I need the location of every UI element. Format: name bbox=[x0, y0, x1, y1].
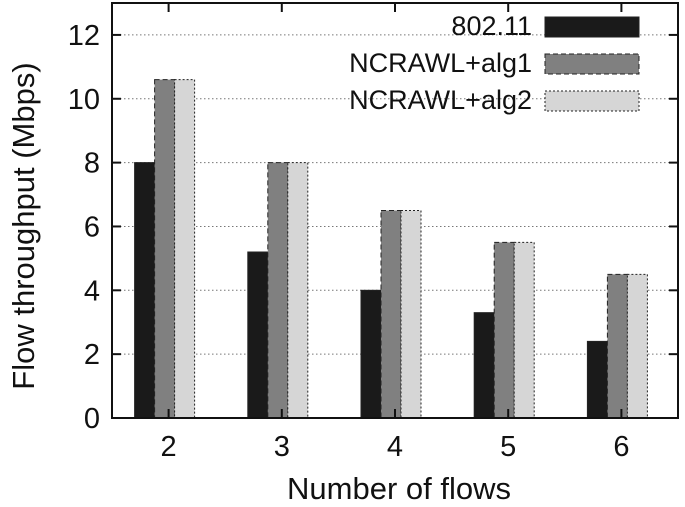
legend-label-ncrawl-alg2: NCRAWL+alg2 bbox=[349, 85, 532, 115]
plot-frame bbox=[111, 2, 679, 419]
bars bbox=[134, 79, 648, 419]
bar-ncrawl-alg2-3 bbox=[287, 162, 309, 419]
y-tick-label-6: 6 bbox=[84, 211, 100, 243]
y-tick-label-4: 4 bbox=[84, 275, 100, 307]
x-tick-label-5: 5 bbox=[500, 431, 516, 463]
bar-ncrawl-alg2-2 bbox=[174, 79, 196, 419]
y-tick-label-2: 2 bbox=[84, 339, 100, 371]
legend-label-802-11: 802.11 bbox=[451, 11, 532, 41]
x-tick-labels: 2 3 4 5 6 bbox=[161, 431, 630, 463]
legend-swatch-ncrawl-alg1 bbox=[544, 53, 640, 75]
bar-ncrawl-alg1-5 bbox=[493, 241, 515, 419]
bar-ncrawl-alg1-6 bbox=[606, 273, 628, 419]
bar-802-11-5 bbox=[473, 312, 495, 419]
bar-ncrawl-alg2-4 bbox=[400, 210, 422, 419]
bar-802-11-6 bbox=[586, 340, 608, 419]
legend: 802.11 NCRAWL+alg1 NCRAWL+alg2 bbox=[349, 11, 640, 115]
y-tick-label-0: 0 bbox=[84, 403, 100, 435]
legend-swatch-802-11 bbox=[544, 16, 640, 38]
x-tick-label-4: 4 bbox=[387, 431, 403, 463]
x-tick-label-3: 3 bbox=[274, 431, 290, 463]
bar-ncrawl-alg2-5 bbox=[513, 241, 535, 419]
y-tick-label-8: 8 bbox=[84, 148, 100, 180]
legend-swatch-ncrawl-alg2 bbox=[544, 90, 640, 112]
bar-802-11-4 bbox=[360, 289, 382, 419]
y-tick-label-10: 10 bbox=[68, 84, 100, 116]
bar-ncrawl-alg2-6 bbox=[626, 273, 648, 419]
y-tick-label-12: 12 bbox=[68, 20, 100, 52]
bar-ncrawl-alg1-4 bbox=[380, 210, 402, 419]
x-tick-label-6: 6 bbox=[613, 431, 629, 463]
bar-ncrawl-alg1-2 bbox=[154, 79, 176, 419]
legend-label-ncrawl-alg1: NCRAWL+alg1 bbox=[349, 48, 532, 78]
x-axis-label: Number of flows bbox=[287, 471, 511, 506]
bar-ncrawl-alg1-3 bbox=[267, 162, 289, 419]
axis-ticks bbox=[112, 3, 678, 419]
y-tick-labels: 0 2 4 6 8 10 12 bbox=[68, 20, 100, 435]
bar-802-11-2 bbox=[134, 162, 156, 419]
bar-802-11-3 bbox=[247, 251, 269, 419]
x-tick-label-2: 2 bbox=[161, 431, 177, 463]
y-axis-label: Flow throughput (Mbps) bbox=[6, 62, 41, 389]
